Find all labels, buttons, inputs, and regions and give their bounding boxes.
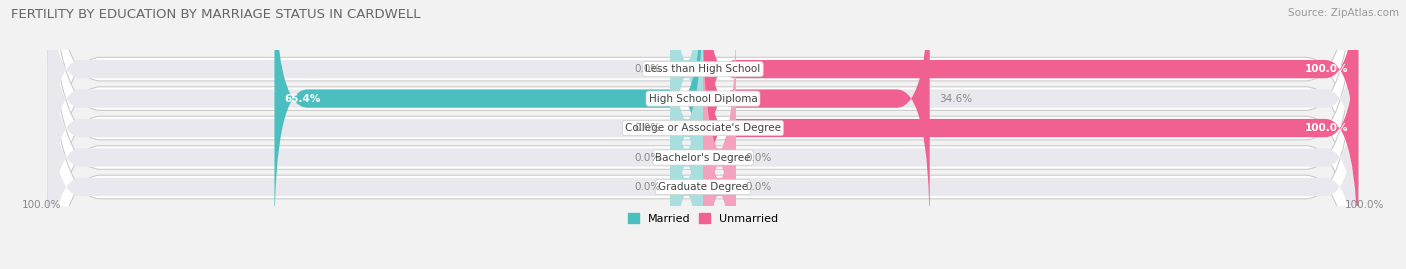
FancyBboxPatch shape <box>703 19 735 269</box>
FancyBboxPatch shape <box>703 0 1358 207</box>
FancyBboxPatch shape <box>48 0 1358 269</box>
Text: 34.6%: 34.6% <box>939 94 973 104</box>
FancyBboxPatch shape <box>703 0 1358 237</box>
FancyBboxPatch shape <box>703 19 1358 269</box>
Text: Bachelor's Degree: Bachelor's Degree <box>655 153 751 162</box>
FancyBboxPatch shape <box>274 0 703 237</box>
Text: College or Associate's Degree: College or Associate's Degree <box>626 123 780 133</box>
Legend: Married, Unmarried: Married, Unmarried <box>623 209 783 229</box>
Text: 0.0%: 0.0% <box>634 64 661 74</box>
FancyBboxPatch shape <box>703 0 929 237</box>
FancyBboxPatch shape <box>703 49 1358 269</box>
Text: 100.0%: 100.0% <box>1305 64 1348 74</box>
Text: 100.0%: 100.0% <box>1305 123 1348 133</box>
FancyBboxPatch shape <box>48 0 1358 269</box>
Text: FERTILITY BY EDUCATION BY MARRIAGE STATUS IN CARDWELL: FERTILITY BY EDUCATION BY MARRIAGE STATU… <box>11 8 420 21</box>
FancyBboxPatch shape <box>48 0 703 207</box>
Text: 0.0%: 0.0% <box>634 182 661 192</box>
FancyBboxPatch shape <box>48 0 1358 269</box>
FancyBboxPatch shape <box>48 49 703 269</box>
Text: 0.0%: 0.0% <box>634 153 661 162</box>
Text: 100.0%: 100.0% <box>1346 200 1385 210</box>
Text: Less than High School: Less than High School <box>645 64 761 74</box>
FancyBboxPatch shape <box>703 0 1358 266</box>
FancyBboxPatch shape <box>703 0 1358 207</box>
Text: Source: ZipAtlas.com: Source: ZipAtlas.com <box>1288 8 1399 18</box>
Text: 0.0%: 0.0% <box>745 153 772 162</box>
Text: High School Diploma: High School Diploma <box>648 94 758 104</box>
FancyBboxPatch shape <box>703 0 1358 266</box>
Text: Graduate Degree: Graduate Degree <box>658 182 748 192</box>
FancyBboxPatch shape <box>671 19 703 269</box>
FancyBboxPatch shape <box>703 49 735 269</box>
FancyBboxPatch shape <box>671 49 703 269</box>
FancyBboxPatch shape <box>48 0 1358 269</box>
FancyBboxPatch shape <box>48 0 703 237</box>
Text: 0.0%: 0.0% <box>634 123 661 133</box>
FancyBboxPatch shape <box>48 0 703 266</box>
FancyBboxPatch shape <box>48 0 1358 269</box>
Text: 0.0%: 0.0% <box>745 182 772 192</box>
FancyBboxPatch shape <box>671 0 703 266</box>
FancyBboxPatch shape <box>48 19 703 269</box>
Text: 100.0%: 100.0% <box>21 200 60 210</box>
Text: 65.4%: 65.4% <box>284 94 321 104</box>
FancyBboxPatch shape <box>671 0 703 207</box>
